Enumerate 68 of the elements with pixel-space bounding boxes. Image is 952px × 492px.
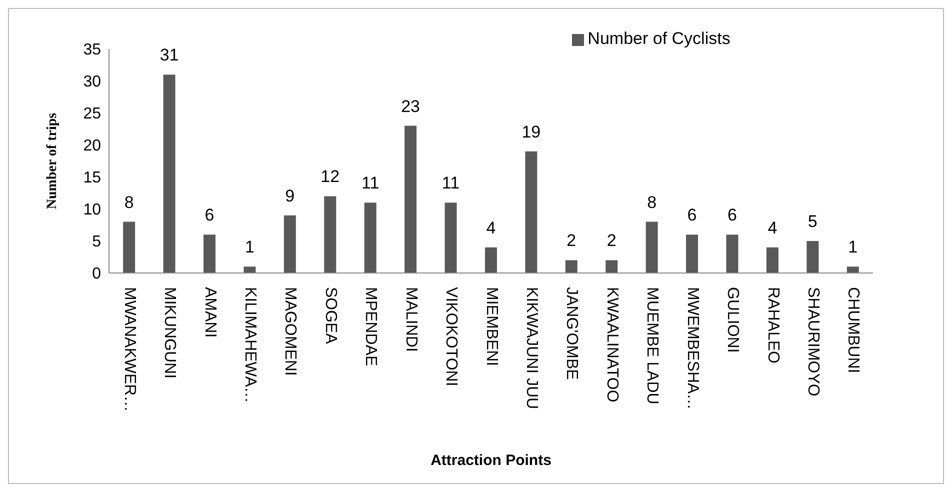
y-tick-label: 25 bbox=[83, 106, 102, 123]
bar bbox=[444, 202, 457, 273]
bar bbox=[203, 234, 216, 273]
x-tick-label: MUEMBE LADU bbox=[644, 287, 661, 404]
x-tick-label: KIKWAJUNI JUU bbox=[522, 287, 540, 410]
data-label: 6 bbox=[687, 206, 697, 225]
bar bbox=[766, 247, 778, 273]
data-label: 4 bbox=[486, 218, 496, 238]
y-tick-label: 5 bbox=[92, 234, 102, 251]
bar bbox=[244, 266, 256, 273]
bar bbox=[726, 234, 738, 273]
data-label: 11 bbox=[362, 174, 380, 193]
x-tick-label: RAHALEO bbox=[764, 287, 782, 364]
y-tick-label: 15 bbox=[83, 170, 102, 187]
bar bbox=[686, 234, 698, 273]
bar bbox=[123, 222, 136, 273]
data-label: 6 bbox=[727, 206, 737, 225]
y-tick-label: 20 bbox=[83, 138, 102, 155]
data-label: 1 bbox=[848, 238, 858, 257]
data-label: 11 bbox=[442, 174, 460, 193]
bar bbox=[806, 241, 819, 273]
data-label: 19 bbox=[522, 122, 541, 142]
x-axis-title: Attraction Points bbox=[430, 452, 552, 469]
x-tick-label: GULIONI bbox=[724, 287, 742, 353]
data-label: 2 bbox=[566, 231, 576, 250]
data-label: 8 bbox=[647, 192, 657, 212]
legend-label: Number of Cyclists bbox=[588, 29, 730, 48]
y-tick-label: 35 bbox=[83, 42, 102, 59]
data-label: 9 bbox=[285, 186, 295, 206]
bar bbox=[163, 74, 176, 273]
x-tick-label: CHUMBUNI bbox=[844, 287, 862, 374]
data-label: 1 bbox=[244, 238, 254, 257]
bar bbox=[646, 222, 658, 273]
bar bbox=[846, 266, 859, 273]
x-tick-label: SOGEA bbox=[322, 287, 339, 344]
y-tick-label: 10 bbox=[83, 202, 102, 219]
data-label: 4 bbox=[768, 218, 778, 238]
bar bbox=[525, 151, 538, 273]
x-tick-label: MAGOMENI bbox=[282, 287, 299, 376]
x-tick-label: MWEMBESHA… bbox=[684, 287, 701, 410]
x-tick-label: MWANAKWER… bbox=[120, 287, 138, 412]
x-tick-label: KWAALINATOO bbox=[603, 287, 620, 402]
x-tick-label: SHAURIMOYO bbox=[804, 287, 822, 396]
x-tick-label: VIKOKOTONI bbox=[442, 287, 460, 386]
x-tick-label: AMANI bbox=[201, 287, 218, 338]
data-label: 8 bbox=[124, 192, 134, 212]
data-label: 31 bbox=[160, 46, 179, 65]
y-tick-label: 0 bbox=[92, 266, 102, 283]
data-label: 6 bbox=[204, 206, 214, 225]
y-tick-label: 30 bbox=[83, 74, 102, 91]
bar bbox=[324, 196, 336, 273]
data-label: 2 bbox=[606, 231, 616, 250]
bar bbox=[484, 247, 497, 273]
data-label: 12 bbox=[320, 167, 340, 186]
bar bbox=[565, 260, 578, 273]
data-label: 5 bbox=[808, 212, 818, 231]
data-label: 23 bbox=[401, 96, 420, 116]
x-tick-label: MIEMBENI bbox=[482, 287, 500, 366]
y-axis-title: Number of trips bbox=[44, 112, 60, 210]
bar bbox=[284, 215, 296, 273]
bar bbox=[606, 260, 618, 273]
x-tick-label: JANG'OMBE bbox=[563, 287, 580, 380]
x-tick-label: MALINDI bbox=[402, 287, 420, 352]
bar bbox=[404, 126, 417, 273]
bar bbox=[364, 202, 376, 273]
x-tick-label: MPENDAE bbox=[362, 287, 380, 366]
x-tick-label: MIKUNGUNI bbox=[161, 287, 178, 379]
x-tick-label: KILIMAHEWA… bbox=[242, 287, 259, 403]
